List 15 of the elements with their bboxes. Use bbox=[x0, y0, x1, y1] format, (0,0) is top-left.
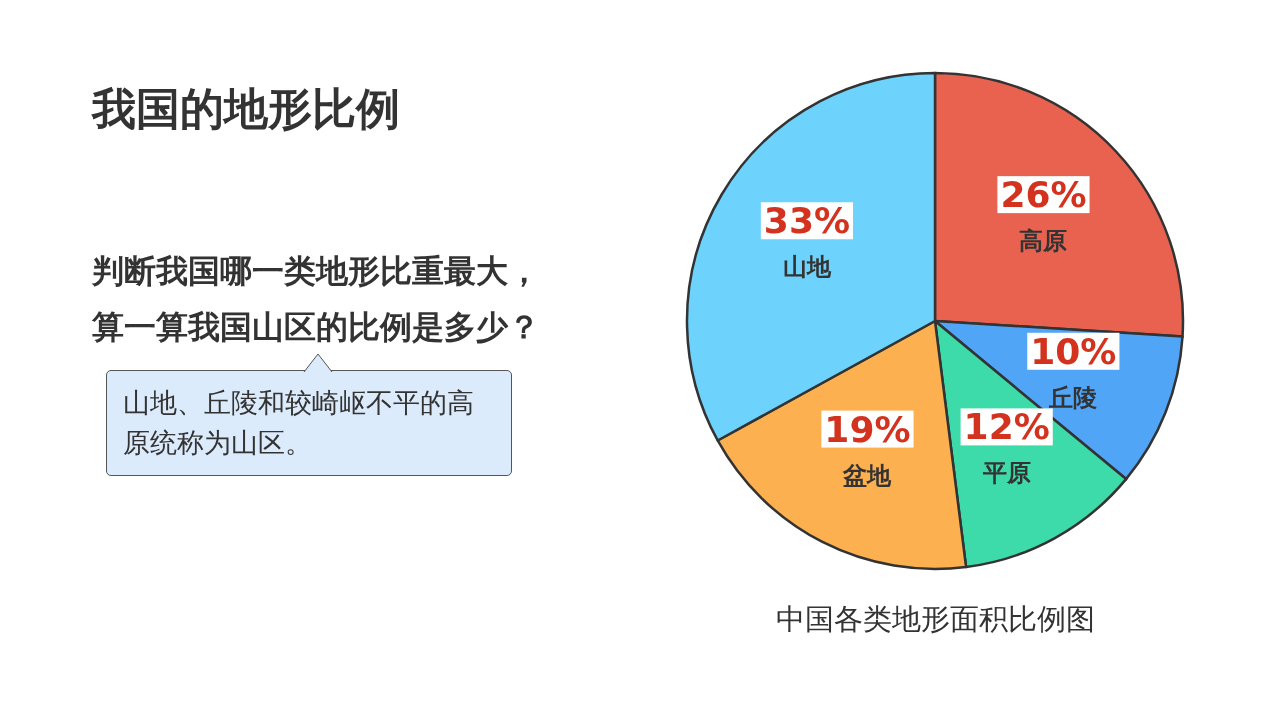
slice-label: 盆地 bbox=[842, 461, 893, 490]
data-label: 10% bbox=[1030, 330, 1117, 372]
data-label: 12% bbox=[963, 406, 1050, 448]
text: 山地、丘陵和较崎岖不平的高原统称为山区。 bbox=[106, 370, 512, 476]
text: 我国的地形比例 bbox=[92, 82, 400, 136]
text: 算一算我国山区的比例是多少？ bbox=[92, 307, 540, 348]
text: 判断我国哪一类地形比重最大， bbox=[92, 251, 540, 292]
data-label: 33% bbox=[763, 200, 851, 242]
slice-label: 高原 bbox=[1019, 227, 1068, 256]
slice-label: 丘陵 bbox=[1048, 383, 1098, 412]
slice-label: 平原 bbox=[981, 459, 1031, 488]
slice-label: 山地 bbox=[782, 253, 832, 282]
data-label: 26% bbox=[1000, 174, 1087, 216]
data-label: 19% bbox=[824, 408, 911, 450]
text: 中国各类地形面积比例图 bbox=[774, 601, 1096, 638]
